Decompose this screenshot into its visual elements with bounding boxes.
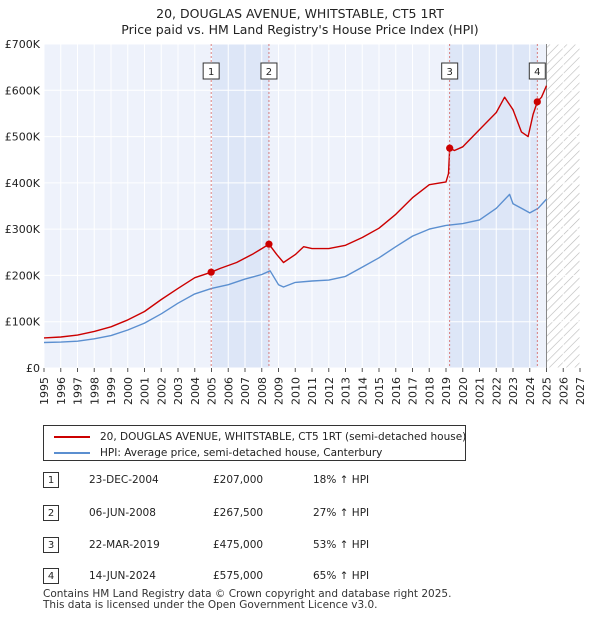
- legend-item-hpi: HPI: Average price, semi-detached house,…: [54, 447, 382, 459]
- sale-marker-label: 4: [534, 67, 540, 78]
- sale-number-badge: 3: [43, 537, 59, 553]
- legend-swatch-property: [54, 436, 90, 438]
- x-tick-label: 2001: [139, 377, 152, 405]
- x-tick-label: 2008: [256, 377, 269, 405]
- x-tick-label: 1997: [72, 377, 85, 405]
- y-tick-label: £400K: [5, 177, 41, 190]
- sale-price: £267,500: [213, 507, 264, 519]
- x-tick-label: 1995: [38, 377, 51, 405]
- sale-point: [533, 98, 541, 106]
- x-tick-label: 2014: [356, 377, 369, 405]
- x-tick-label: 2015: [373, 377, 386, 405]
- legend-item-property: 20, DOUGLAS AVENUE, WHITSTABLE, CT5 1RT …: [54, 431, 466, 443]
- sale-hpi-change: 53% ↑ HPI: [313, 539, 370, 551]
- hpi-series-line: [43, 193, 548, 344]
- footer-license: This data is licensed under the Open Gov…: [43, 599, 378, 611]
- chart-subtitle: Price paid vs. HM Land Registry's House …: [121, 22, 479, 37]
- x-tick-label: 2018: [423, 377, 436, 405]
- sale-marker-label: 2: [266, 67, 272, 78]
- y-tick-label: £600K: [5, 84, 41, 97]
- sale-marker-box: [528, 62, 546, 80]
- x-tick-label: 2002: [155, 377, 168, 405]
- x-tick-label: 2013: [340, 377, 353, 405]
- sale-number-badge: 4: [43, 568, 59, 584]
- price-chart: 1 2 3 4 £0 £100K £200K £300K £400K £500K £600K £70…: [5, 38, 587, 405]
- y-tick-label: £500K: [5, 131, 41, 144]
- footer-attribution: Contains HM Land Registry data © Crown c…: [43, 589, 451, 611]
- x-tick-label: 2007: [239, 377, 252, 405]
- chart-title: 20, DOUGLAS AVENUE, WHITSTABLE, CT5 1RT: [156, 6, 444, 21]
- sale-date: 14-JUN-2024: [89, 570, 156, 582]
- sale-price: £575,000: [213, 570, 264, 582]
- x-tick-label: 2021: [474, 377, 487, 405]
- shaded-period: [211, 44, 269, 368]
- chart-legend: 20, DOUGLAS AVENUE, WHITSTABLE, CT5 1RT …: [43, 425, 466, 461]
- sale-marker-label: 1: [208, 67, 214, 78]
- sale-number-badge: 1: [43, 472, 59, 488]
- x-tick-label: 1998: [88, 377, 101, 405]
- sale-date: 06-JUN-2008: [89, 507, 156, 519]
- sale-date: 22-MAR-2019: [89, 539, 160, 551]
- x-tick-label: 2027: [574, 377, 587, 405]
- x-tick-label: 2012: [323, 377, 336, 405]
- x-tick-label: 2025: [541, 377, 554, 405]
- y-tick-label: £300K: [5, 223, 41, 236]
- sale-price: £475,000: [213, 539, 264, 551]
- sale-row: 4 14-JUN-2024 £575,000 65% ↑ HPI: [43, 568, 443, 586]
- sale-marker-label: 3: [446, 67, 452, 78]
- x-tick-label: 1999: [105, 377, 118, 405]
- sale-point: [265, 240, 273, 248]
- x-tick-label: 2011: [306, 377, 319, 405]
- y-tick-label: £100K: [5, 316, 41, 329]
- shaded-period: [449, 44, 538, 368]
- legend-swatch-hpi: [54, 452, 90, 454]
- x-tick-label: 2019: [440, 377, 453, 405]
- sale-hpi-change: 65% ↑ HPI: [313, 570, 370, 582]
- x-tick-label: 2009: [273, 377, 286, 405]
- sale-point: [207, 268, 215, 276]
- chart-title-block: 20, DOUGLAS AVENUE, WHITSTABLE, CT5 1RT …: [0, 6, 600, 38]
- footer-copyright: Contains HM Land Registry data © Crown c…: [43, 588, 452, 600]
- sale-marker-box: [202, 62, 220, 80]
- property-series-line: [43, 85, 548, 339]
- x-tick-label: 2016: [390, 377, 403, 405]
- x-tick-label: 2004: [189, 377, 202, 405]
- x-tick-label: 2006: [222, 377, 235, 405]
- sale-hpi-change: 18% ↑ HPI: [313, 474, 370, 486]
- x-tick-label: 2010: [289, 377, 302, 405]
- x-tick-label: 2026: [557, 377, 570, 405]
- x-tick-label: 2024: [524, 377, 537, 405]
- x-tick-label: 2023: [507, 377, 520, 405]
- sale-marker-box: [441, 62, 459, 80]
- sale-row: 2 06-JUN-2008 £267,500 27% ↑ HPI: [43, 505, 443, 523]
- y-tick-label: £200K: [5, 269, 41, 282]
- x-tick-label: 2003: [172, 377, 185, 405]
- sale-price: £207,000: [213, 474, 264, 486]
- x-tick-label: 2022: [490, 377, 503, 405]
- x-tick-label: 1996: [55, 377, 68, 405]
- sale-point: [446, 144, 454, 152]
- sale-row: 1 23-DEC-2004 £207,000 18% ↑ HPI: [43, 472, 443, 490]
- sale-date: 23-DEC-2004: [89, 474, 159, 486]
- sale-hpi-change: 27% ↑ HPI: [313, 507, 370, 519]
- y-tick-label: £0: [26, 362, 40, 375]
- sale-row: 3 22-MAR-2019 £475,000 53% ↑ HPI: [43, 537, 443, 555]
- legend-label-hpi: HPI: Average price, semi-detached house,…: [100, 447, 383, 459]
- x-tick-label: 2000: [122, 377, 135, 405]
- sale-number-badge: 2: [43, 505, 59, 521]
- x-tick-label: 2005: [206, 377, 219, 405]
- legend-label-property: 20, DOUGLAS AVENUE, WHITSTABLE, CT5 1RT …: [100, 431, 467, 443]
- x-tick-label: 2020: [457, 377, 470, 405]
- sale-marker-box: [260, 62, 278, 80]
- y-tick-label: £700K: [5, 38, 41, 51]
- x-tick-label: 2017: [407, 377, 420, 405]
